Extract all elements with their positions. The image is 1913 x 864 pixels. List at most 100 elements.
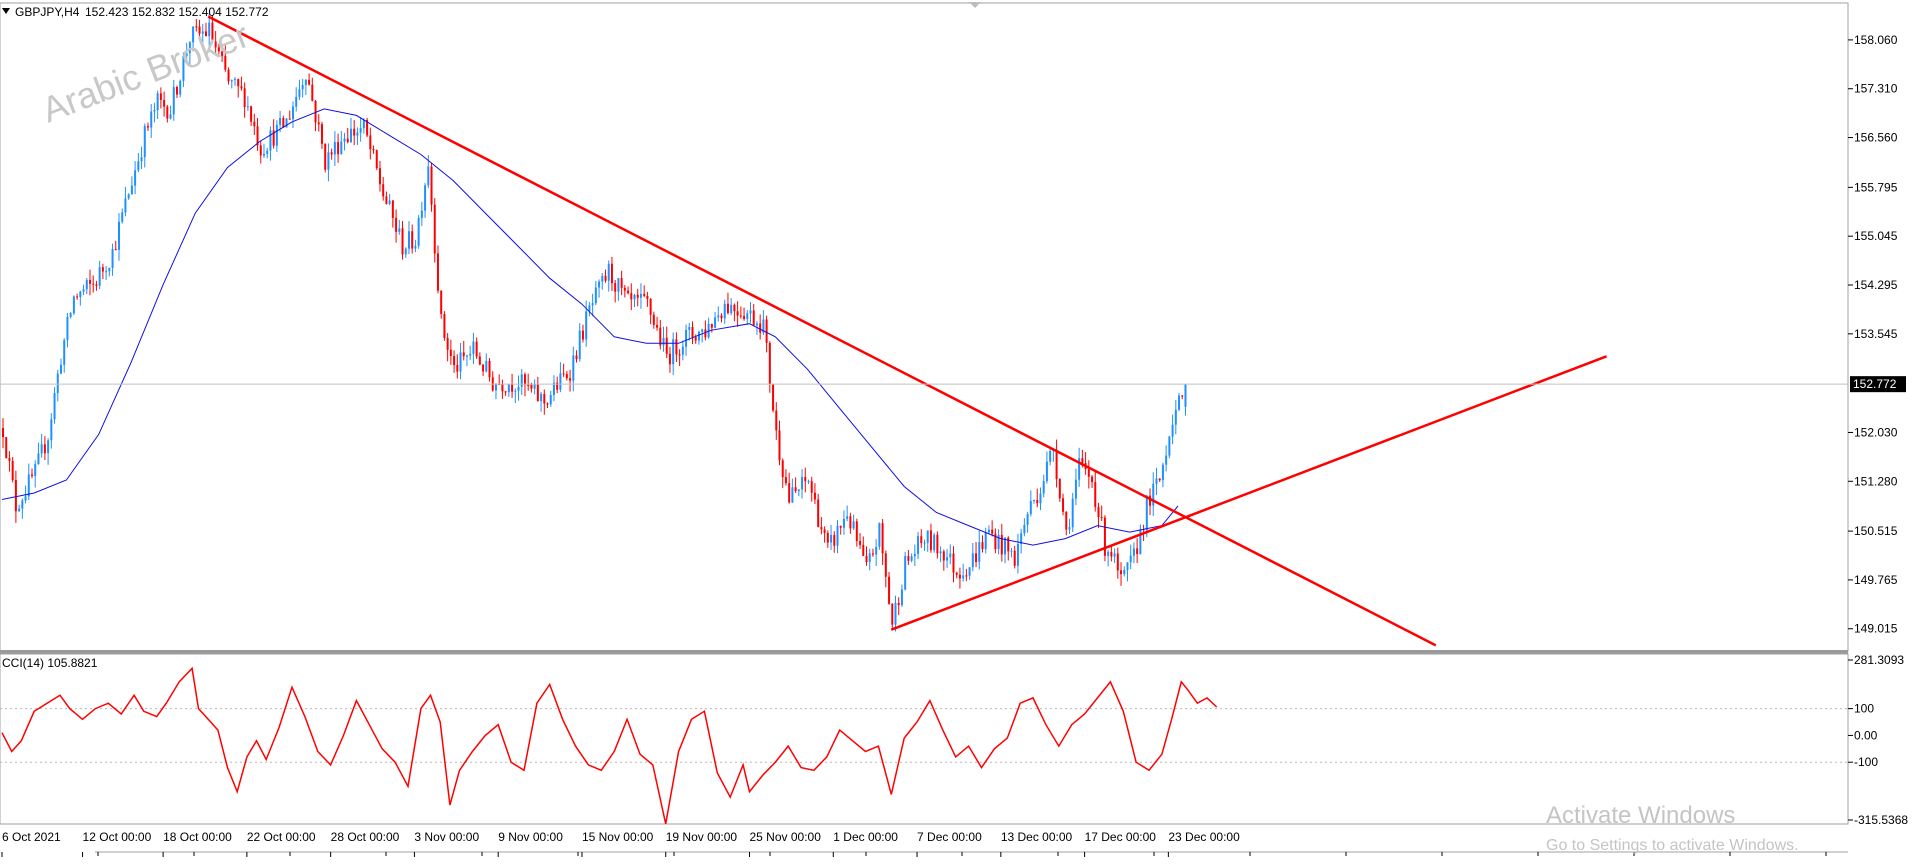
- price-tick-label: 152.030: [1854, 425, 1898, 439]
- candle-body: [214, 41, 217, 48]
- candle-body: [749, 310, 752, 314]
- candle-body: [47, 440, 50, 454]
- candle-body: [159, 93, 162, 101]
- candle-body: [449, 349, 452, 357]
- candle-body: [859, 541, 862, 545]
- candle-body: [169, 114, 172, 119]
- candle-body: [1068, 527, 1071, 530]
- candle-body: [556, 382, 559, 390]
- candle-body: [913, 553, 916, 557]
- candle-body: [314, 100, 317, 123]
- candle-body: [778, 430, 781, 461]
- candle-body: [1055, 450, 1058, 479]
- candle-body: [462, 352, 465, 357]
- candle-body: [1045, 461, 1048, 482]
- cci-tick-label: 0.00: [1854, 728, 1878, 742]
- candle-body: [826, 532, 829, 543]
- candle-body: [230, 80, 233, 82]
- date-tick-label: 1 Dec 00:00: [833, 830, 898, 844]
- candle-body: [153, 110, 156, 112]
- candle-body: [955, 572, 958, 575]
- candle-body: [714, 317, 717, 328]
- candle-body: [185, 53, 188, 57]
- symbol-label: GBPJPY,H4: [15, 5, 80, 19]
- candle-body: [282, 118, 285, 128]
- candle-body: [114, 249, 117, 251]
- candle-body: [1087, 469, 1090, 477]
- candle-body: [536, 384, 539, 402]
- candles: [2, 13, 1187, 632]
- price-tick-label: 154.295: [1854, 278, 1898, 292]
- candle-body: [614, 283, 617, 292]
- candle-body: [79, 291, 82, 298]
- candle-body: [504, 391, 507, 393]
- candle-body: [572, 355, 575, 381]
- candle-body: [530, 384, 533, 389]
- candle-body: [726, 303, 729, 313]
- candle-body: [324, 143, 327, 170]
- date-tick-label: 22 Oct 00:00: [247, 830, 316, 844]
- symbol-menu-icon[interactable]: [2, 8, 10, 14]
- candle-body: [652, 314, 655, 325]
- candle-body: [1107, 551, 1110, 556]
- candle-body: [549, 394, 552, 405]
- candle-body: [672, 339, 675, 365]
- candle-body: [926, 530, 929, 543]
- candle-body: [958, 574, 961, 579]
- candle-body: [578, 330, 581, 360]
- candle-body: [842, 518, 845, 528]
- candle-body: [2, 427, 4, 438]
- price-tick-label: 155.045: [1854, 229, 1898, 243]
- trendline: [890, 355, 1608, 631]
- candle-body: [820, 526, 823, 530]
- candle-body: [375, 150, 378, 169]
- candle-body: [688, 327, 691, 330]
- candle-body: [369, 135, 372, 150]
- candle-body: [407, 231, 410, 249]
- candle-body: [188, 42, 191, 54]
- candle-body: [849, 516, 852, 529]
- cci-pane-frame: [0, 653, 1849, 825]
- candle-body: [607, 263, 610, 281]
- candle-body: [540, 393, 543, 402]
- candle-body: [942, 551, 945, 561]
- candle-body: [617, 278, 620, 292]
- price-tick-label: 158.060: [1854, 33, 1898, 47]
- candle-body: [301, 85, 304, 90]
- candle-body: [317, 122, 320, 125]
- candle-body: [340, 141, 343, 155]
- candle-body: [391, 200, 394, 218]
- candle-body: [1123, 569, 1126, 575]
- candle-body: [1178, 395, 1181, 410]
- candle-body: [279, 118, 282, 125]
- candle-body: [517, 386, 520, 391]
- candle-body: [262, 153, 265, 156]
- candle-body: [1004, 537, 1007, 555]
- candle-body: [288, 118, 291, 120]
- current-price-layer: 152.772: [0, 376, 1906, 393]
- candle-body: [665, 337, 668, 354]
- candle-body: [952, 553, 955, 573]
- scroll-marker-icon[interactable]: [969, 2, 981, 8]
- candle-body: [656, 324, 659, 328]
- candle-body: [994, 533, 997, 550]
- ohlc-values: 152.423 152.832 152.404 152.772: [85, 5, 269, 19]
- candle-body: [936, 534, 939, 554]
- candle-body: [337, 142, 340, 155]
- candle-body: [59, 364, 62, 374]
- candle-body: [356, 132, 359, 136]
- candle-body: [1007, 537, 1010, 552]
- candle-body: [272, 130, 275, 146]
- candle-body: [304, 79, 307, 86]
- price-axis: 158.060 157.310 156.560 155.795 155.045 154.2…: [1848, 33, 1898, 636]
- candle-body: [649, 298, 652, 315]
- candle-body: [813, 492, 816, 500]
- candle-body: [459, 352, 462, 372]
- candle-body: [762, 319, 765, 333]
- candle-body: [875, 546, 878, 555]
- candle-body: [121, 212, 124, 222]
- candle-body: [897, 602, 900, 606]
- candle-body: [991, 529, 994, 534]
- candle-body: [43, 444, 46, 454]
- candle-body: [868, 553, 871, 562]
